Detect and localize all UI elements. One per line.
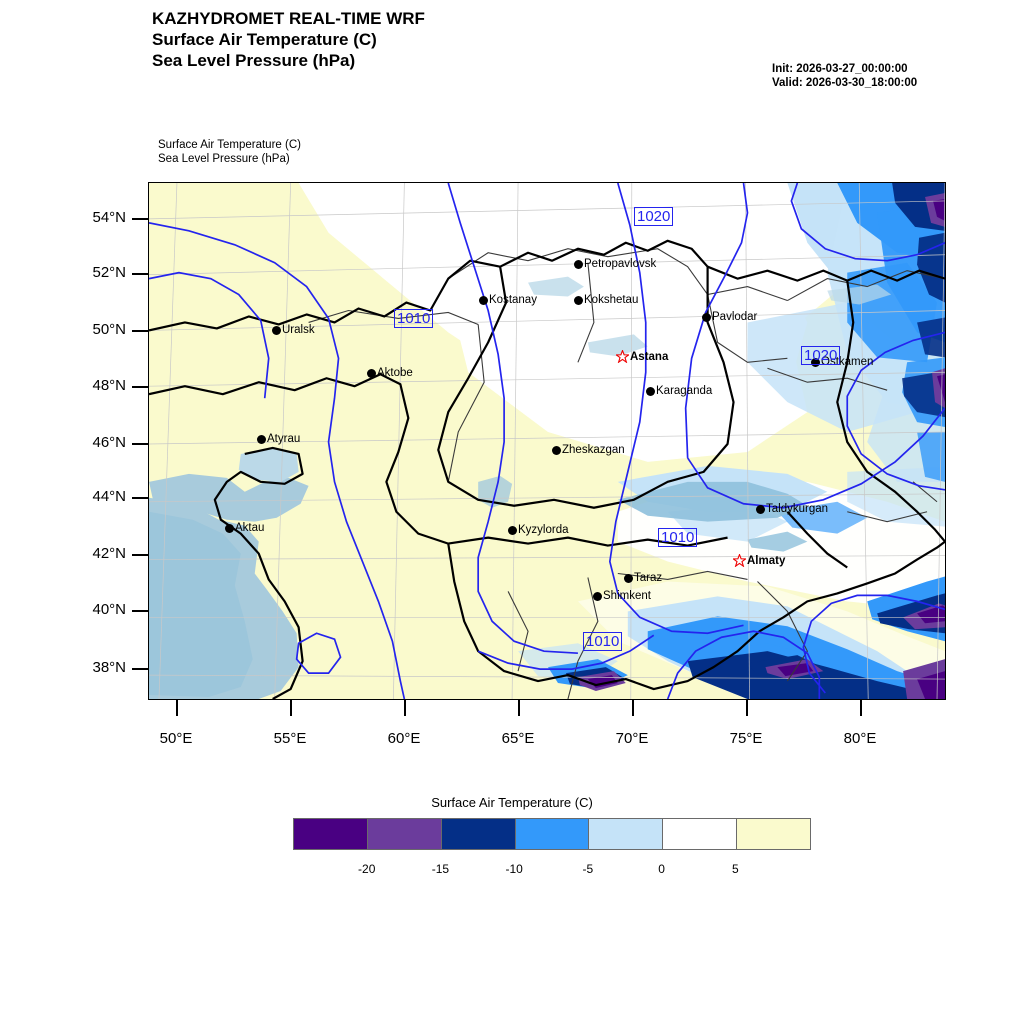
forecast-time-stamp: Init: 2026-03-27_00:00:00 Valid: 2026-03… xyxy=(772,62,917,90)
longitude-tick-mark xyxy=(404,700,406,716)
latitude-tick-label: 54°N xyxy=(92,209,126,226)
isobar-value-label: 1010 xyxy=(658,528,698,547)
colorbar-swatch xyxy=(515,819,590,849)
title-line-temperature: Surface Air Temperature (C) xyxy=(152,30,377,49)
title-line-pressure: Sea Level Pressure (hPa) xyxy=(152,51,356,70)
colorbar-swatch xyxy=(294,819,368,849)
latitude-tick-label: 50°N xyxy=(92,321,126,338)
map-subcaption: Surface Air Temperature (C) Sea Level Pr… xyxy=(158,138,301,166)
colorbar-tick-label: -10 xyxy=(505,862,523,876)
colorbar-swatch xyxy=(737,819,811,849)
latitude-tick-mark xyxy=(132,554,148,556)
colorbar-title: Surface Air Temperature (C) xyxy=(431,795,593,810)
colorbar[interactable] xyxy=(293,818,811,850)
subcaption-pressure: Sea Level Pressure (hPa) xyxy=(158,153,290,165)
latitude-tick-label: 40°N xyxy=(92,601,126,618)
colorbar-tick-label: 0 xyxy=(658,862,665,876)
isobar-label-layer: 1020 1010 1020 1010 1010 xyxy=(149,183,945,699)
latitude-tick-mark xyxy=(132,330,148,332)
colorbar-ticks: -20 -15 -10 -5 0 5 xyxy=(293,862,809,882)
longitude-tick-mark xyxy=(176,700,178,716)
longitude-tick-label: 80°E xyxy=(843,730,877,747)
latitude-tick-mark xyxy=(132,610,148,612)
isobar-value-label: 1020 xyxy=(634,207,674,226)
latitude-tick-mark xyxy=(132,386,148,388)
weather-map[interactable]: Petropavlovsk Kostanay Kokshetau Pavlodar Ur… xyxy=(148,182,946,700)
isobar-value-label: 1010 xyxy=(583,632,623,651)
isobar-contours xyxy=(149,183,945,699)
colorbar-swatch xyxy=(589,819,664,849)
latitude-tick-label: 42°N xyxy=(92,545,126,562)
longitude-tick-label: 70°E xyxy=(615,730,649,747)
title-block: KAZHYDROMET REAL-TIME WRF Surface Air Te… xyxy=(152,8,425,71)
latitude-tick-label: 48°N xyxy=(92,377,126,394)
isobar-value-label: 1020 xyxy=(801,346,841,365)
longitude-tick-label: 55°E xyxy=(273,730,307,747)
latitude-tick-mark xyxy=(132,443,148,445)
longitude-tick-mark xyxy=(860,700,862,716)
init-time-label: Init: 2026-03-27_00:00:00 xyxy=(772,63,908,75)
oblast-borders xyxy=(308,248,945,699)
colorbar-tick-label: -20 xyxy=(358,862,376,876)
longitude-tick-mark xyxy=(290,700,292,716)
national-borders xyxy=(149,239,945,699)
colorbar-tick-label: -5 xyxy=(582,862,594,876)
graticule xyxy=(149,183,945,699)
colorbar-swatch xyxy=(663,819,738,849)
longitude-tick-mark xyxy=(518,700,520,716)
longitude-tick-label: 60°E xyxy=(387,730,421,747)
latitude-tick-mark xyxy=(132,273,148,275)
latitude-tick-mark xyxy=(132,218,148,220)
longitude-tick-mark xyxy=(746,700,748,716)
valid-time-label: Valid: 2026-03-30_18:00:00 xyxy=(772,77,918,89)
colorbar-swatch xyxy=(441,819,516,849)
temp-band-white xyxy=(298,183,945,699)
colorbar-tick-label: 5 xyxy=(731,862,739,876)
isobar-value-label: 1010 xyxy=(394,309,434,328)
page-title: KAZHYDROMET REAL-TIME WRF xyxy=(152,9,425,28)
longitude-tick-mark xyxy=(632,700,634,716)
colorbar-swatch xyxy=(367,819,442,849)
colorbar-tick-label: -15 xyxy=(431,862,450,876)
latitude-tick-mark xyxy=(132,668,148,670)
map-canvas xyxy=(149,183,945,699)
latitude-tick-label: 44°N xyxy=(92,488,126,505)
latitude-tick-label: 38°N xyxy=(92,659,126,676)
subcaption-temperature: Surface Air Temperature (C) xyxy=(158,139,301,151)
longitude-tick-label: 50°E xyxy=(159,730,193,747)
longitude-tick-label: 75°E xyxy=(729,730,763,747)
longitude-tick-label: 65°E xyxy=(501,730,535,747)
latitude-tick-label: 52°N xyxy=(92,264,126,281)
latitude-tick-label: 46°N xyxy=(92,434,126,451)
latitude-tick-mark xyxy=(132,497,148,499)
